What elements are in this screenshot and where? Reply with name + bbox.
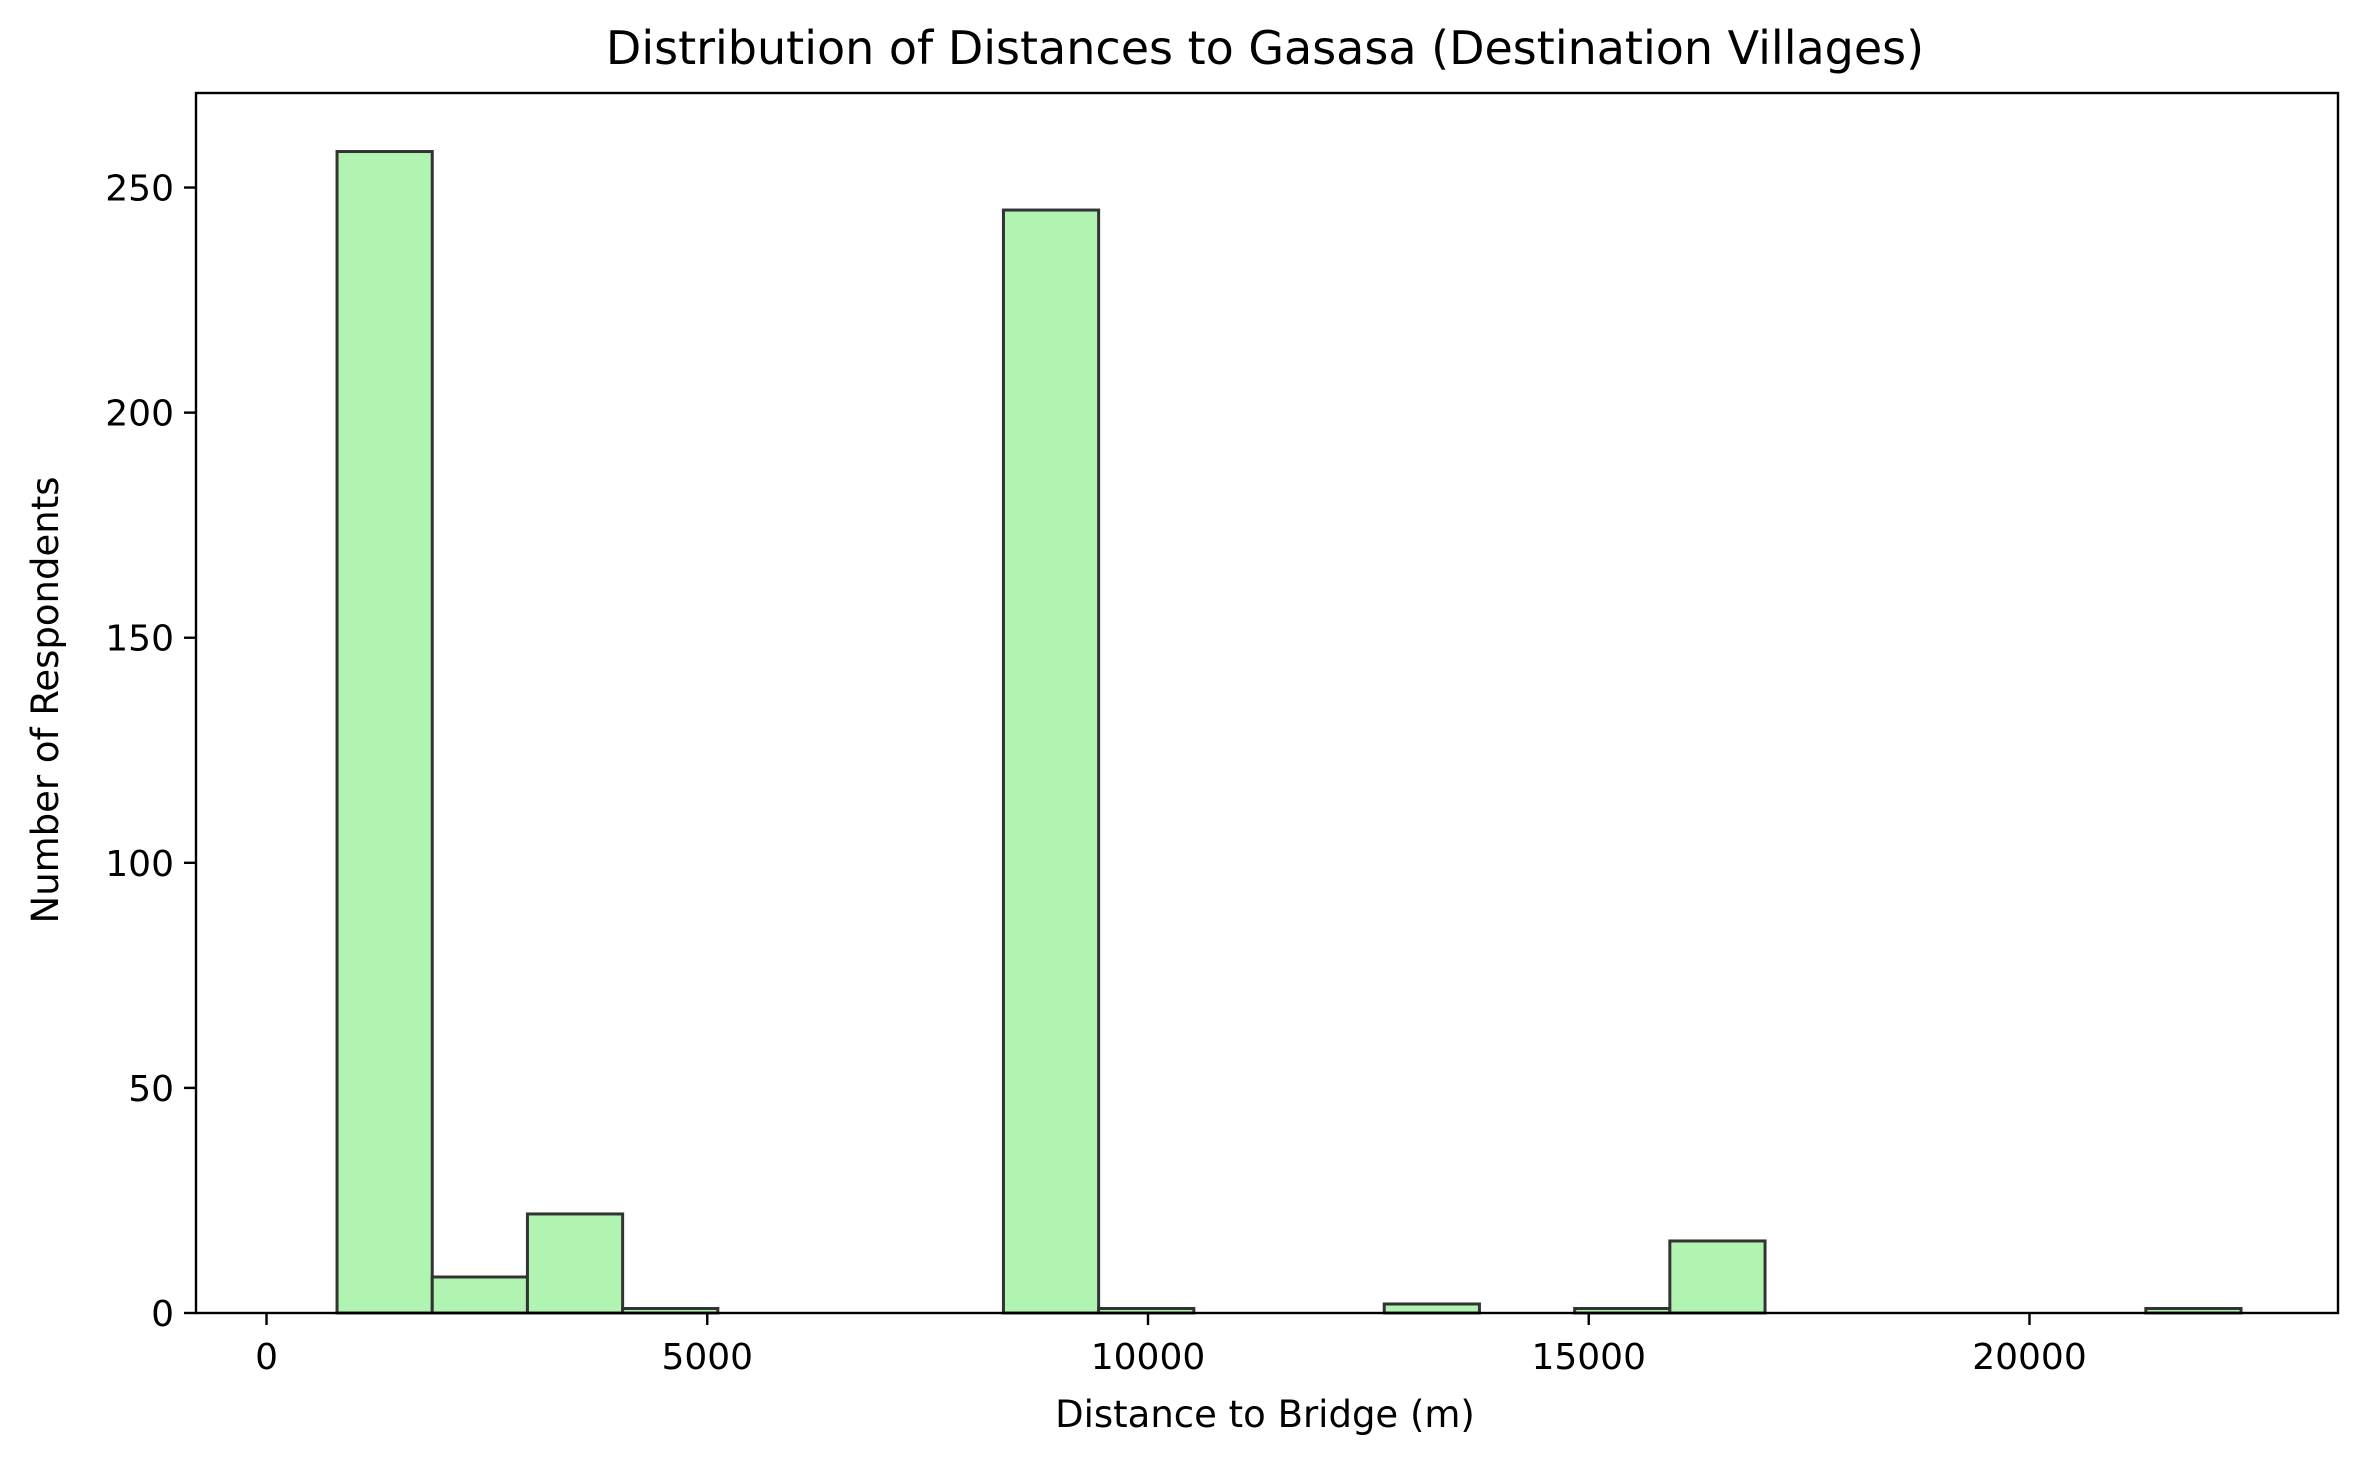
histogram-bar: [525, 1212, 625, 1315]
y-tick-label: 250: [105, 169, 174, 210]
x-axis-label: Distance to Bridge (m): [1055, 1393, 1475, 1436]
x-tick-label: 10000: [1091, 1337, 1206, 1378]
x-tick-label: 5000: [661, 1337, 753, 1378]
chart-title: Distribution of Distances to Gasasa (Des…: [606, 21, 1924, 75]
histogram-bar: [1382, 1302, 1481, 1315]
plot-frame: [194, 91, 2340, 1315]
histogram-bar: [430, 1275, 529, 1315]
y-axis: 0 50 100 150 200 250: [105, 169, 196, 1335]
histogram-bar: [1668, 1239, 1767, 1315]
histogram-bar: [335, 150, 434, 1315]
y-tick-label: 150: [105, 619, 174, 660]
histogram-bar: [1001, 208, 1101, 1315]
y-tick-label: 50: [128, 1069, 174, 1110]
y-tick-label: 0: [151, 1294, 174, 1335]
y-tick-label: 200: [105, 394, 174, 435]
x-axis: 0 5000 10000 15000 20000: [255, 1313, 2087, 1378]
y-tick-label: 100: [105, 844, 174, 885]
x-tick-label: 15000: [1531, 1337, 1646, 1378]
y-axis-label: Number of Respondents: [24, 477, 67, 924]
bars-layer: [335, 150, 2243, 1315]
x-tick-label: 20000: [1972, 1337, 2087, 1378]
x-tick-label: 0: [255, 1337, 278, 1378]
